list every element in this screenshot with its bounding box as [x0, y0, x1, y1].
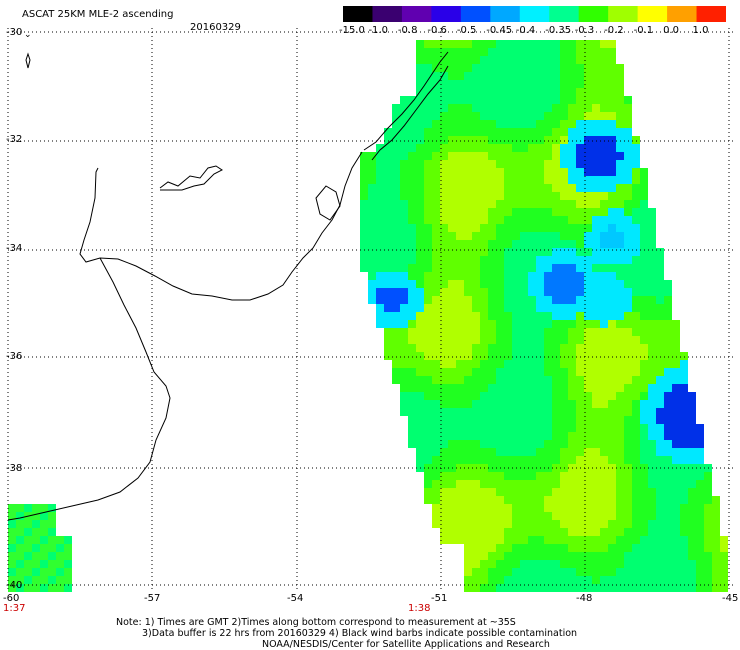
- footer-credit: NOAA/NESDIS/Center for Satellite Applica…: [262, 639, 550, 650]
- lon-label-5: -45: [722, 593, 739, 604]
- colorbar-label: -0.6: [427, 25, 447, 36]
- lon-label-0: -60: [3, 593, 20, 604]
- colorbar-swatch: [460, 6, 491, 22]
- colorbar-label: -0.3: [574, 25, 595, 36]
- time-label-center: 1:38: [408, 603, 431, 614]
- colorbar-swatch: [372, 6, 403, 22]
- colorbar-swatch: [519, 6, 550, 22]
- colorbar-label: -0.2: [604, 25, 624, 36]
- colorbar-swatch: [490, 6, 521, 22]
- map-title: ASCAT 25KM MLE-2 ascending: [22, 9, 174, 20]
- colorbar-swatch: [549, 6, 580, 22]
- lat-label-0: -30: [6, 27, 23, 38]
- footer-note-1: Note: 1) Times are GMT 2)Times along bot…: [116, 617, 516, 628]
- colorbar-swatch: [667, 6, 698, 22]
- lon-label-3: -51: [431, 593, 448, 604]
- lat-label-1: -32: [6, 134, 23, 145]
- colorbar: [343, 6, 726, 22]
- colorbar-label: 1.0: [692, 25, 709, 36]
- colorbar-label: 0.0: [663, 25, 679, 36]
- colorbar-label: -0.1: [633, 25, 654, 36]
- map-date: 20160329: [190, 22, 241, 33]
- scatterometer-swath: [360, 40, 728, 592]
- footer-note-2: 3)Data buffer is 22 hrs from 20160329 4)…: [142, 628, 578, 639]
- lon-label-1: -57: [144, 593, 161, 604]
- colorbar-swatch: [608, 6, 639, 22]
- chevron-down-icon: ⌄: [24, 30, 32, 40]
- lat-label-3: -36: [6, 351, 23, 362]
- lat-lon-grid: [7, 28, 734, 590]
- colorbar-swatch: [343, 6, 374, 22]
- lon-label-4: -48: [576, 593, 593, 604]
- scatterometer-swath-left: [8, 504, 72, 592]
- colorbar-label: -1.0: [368, 25, 388, 36]
- time-label-left: 1:37: [3, 603, 26, 614]
- lat-label-5: -40: [6, 580, 23, 591]
- colorbar-swatch: [578, 6, 609, 22]
- map-canvas: [7, 28, 734, 592]
- coastline: [7, 51, 449, 521]
- colorbar-swatch: [431, 6, 462, 22]
- colorbar-swatch: [401, 6, 432, 22]
- lon-label-2: -54: [287, 593, 304, 604]
- colorbar-label: -15.0: [339, 25, 365, 36]
- colorbar-label: -0.45: [486, 25, 513, 36]
- colorbar-label: -0.8: [397, 25, 418, 36]
- lat-label-2: -34: [6, 243, 23, 254]
- colorbar-label: -0.5: [456, 25, 477, 36]
- lat-label-4: -38: [6, 463, 23, 474]
- colorbar-label: -0.35: [545, 25, 572, 36]
- colorbar-swatch: [696, 6, 726, 22]
- colorbar-label: -0.4: [515, 25, 536, 36]
- colorbar-swatch: [637, 6, 668, 22]
